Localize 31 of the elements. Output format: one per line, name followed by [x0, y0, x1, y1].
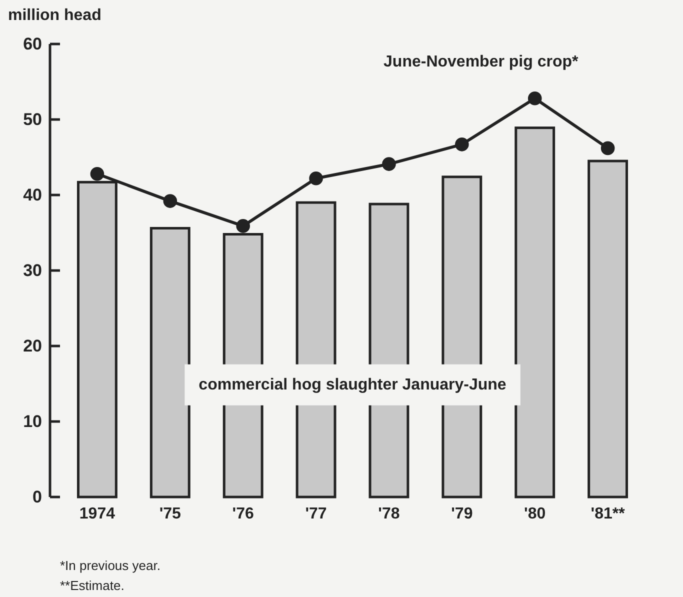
text: *In previous year. [60, 558, 160, 573]
y-tick-label: 10 [23, 412, 42, 431]
y-tick-label: 0 [32, 487, 42, 506]
x-tick-label: 1974 [79, 505, 116, 522]
bar [514, 126, 556, 498]
y-tick-label: 30 [23, 260, 42, 280]
y-tick-label: 60 [23, 34, 42, 54]
text: June-November pig crop* [384, 53, 580, 70]
point [528, 91, 542, 106]
point [309, 171, 323, 186]
x-tick-label: '75 [159, 505, 182, 522]
y-tick-label: 40 [23, 185, 42, 204]
x-tick-label: '81** [590, 505, 626, 522]
point [600, 141, 615, 156]
series-label: commercial hog slaughter January-June [198, 376, 506, 394]
point [236, 219, 250, 233]
bar [588, 160, 628, 498]
point [90, 166, 104, 181]
point [455, 138, 469, 152]
x-tick-label: '76 [232, 505, 254, 522]
x-tick-label: '79 [451, 505, 473, 522]
point [163, 194, 178, 208]
y-axis-title: million head [8, 7, 102, 24]
x-tick-label: '78 [378, 505, 400, 522]
x-tick-label: '80 [524, 505, 546, 522]
point [382, 157, 396, 171]
x-tick-label: '77 [305, 505, 327, 522]
text: **Estimate. [60, 578, 124, 593]
y-tick-label: 50 [23, 110, 42, 129]
y-tick-label: 20 [23, 336, 42, 356]
bar [150, 226, 190, 498]
